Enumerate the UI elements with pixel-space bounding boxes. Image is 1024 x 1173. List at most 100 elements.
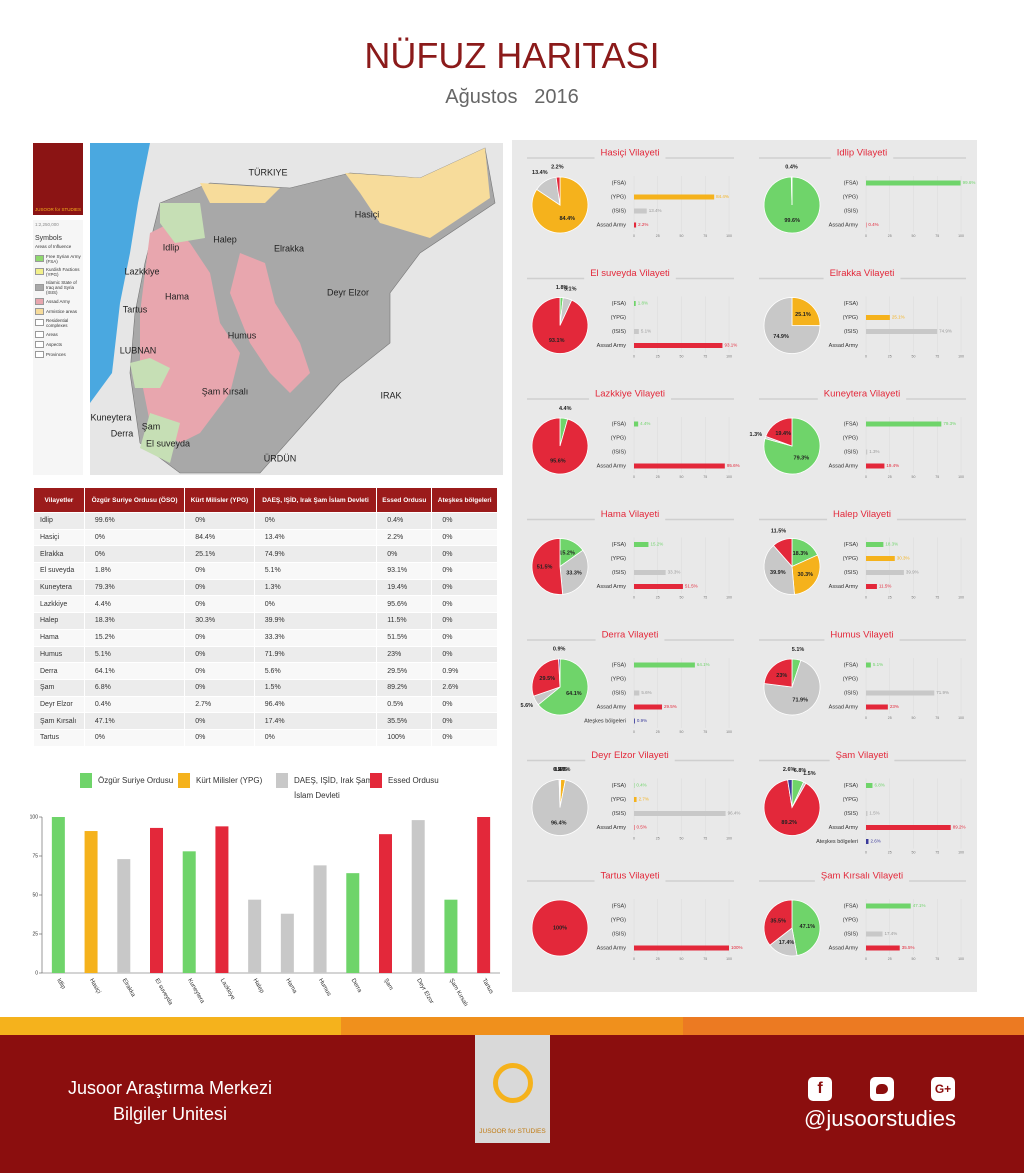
bar-label: 30.3% — [897, 556, 910, 561]
pie-label: 33.3% — [566, 570, 582, 576]
hbar — [634, 811, 726, 816]
pie-slice — [791, 899, 821, 957]
bar-category: (FSA) — [612, 903, 627, 909]
x-tick-label: 25 — [656, 354, 660, 358]
table-cell: 5.1% — [83, 645, 186, 664]
hbar — [634, 570, 666, 575]
pie-label: 2.2% — [551, 165, 564, 171]
facebook-icon[interactable]: f — [808, 1077, 832, 1101]
legend-text: Armistice areas — [46, 308, 78, 314]
x-tick-label: 25 — [888, 716, 892, 720]
pie-title: El suveyda Vilayeti — [590, 268, 670, 279]
footer-logo: JUSOOR for STUDIES — [475, 1035, 550, 1143]
bar-category: (YPG) — [611, 315, 626, 321]
table-cell: 99.6% — [83, 512, 186, 530]
pie-label: 39.9% — [770, 570, 786, 576]
hbar — [634, 208, 647, 214]
pie-label: 23% — [776, 673, 787, 679]
x-tick-label: 50 — [912, 475, 916, 479]
table-cell: 11.5% — [376, 612, 433, 630]
bar — [84, 831, 98, 973]
bar-chart: 0 25 50 75 100 Idlip Hasiçi Elrakka El suveyda Ku… — [30, 814, 500, 1008]
column-header: Özgür Suriye Ordusu (ÖSO) — [83, 487, 186, 513]
stripe — [0, 1017, 341, 1035]
pie-label: 1.5% — [803, 771, 816, 777]
table-cell: 0% — [184, 645, 255, 664]
table-cell: 0% — [431, 628, 498, 647]
pie-label: 79.3% — [794, 456, 810, 462]
table-cell: Idlip — [33, 512, 85, 530]
table-cell: Kuneytera — [33, 578, 85, 597]
footer-line: Bilgiler Unitesi — [112, 1104, 228, 1124]
table-cell: 0.4% — [376, 512, 433, 530]
bird — [876, 1084, 888, 1094]
table-cell: Şam Kırsalı — [33, 712, 85, 730]
x-tick-label: 100 — [726, 234, 732, 238]
map-label: Şam — [142, 421, 161, 431]
swatch — [35, 350, 44, 358]
swatch — [35, 340, 44, 348]
pie-label: 64.1% — [566, 691, 582, 697]
table-cell: 0% — [431, 512, 498, 530]
x-tick-label: 100 — [958, 850, 964, 854]
x-tick-label: 75 — [703, 836, 707, 840]
bar-category: Assad Army — [597, 825, 627, 831]
bar-label: 29.5% — [664, 704, 677, 709]
pie-label: 25.1% — [795, 312, 811, 318]
subtitle: Ağustos 2016 — [445, 86, 579, 108]
bar-category: (ISIS) — [612, 449, 626, 455]
scale: 1:2,250,000 — [35, 222, 59, 227]
pie-slice — [763, 899, 793, 946]
legend-text: Free Syrian Army (FSA) — [46, 253, 81, 264]
pie-title: Humus Vilayeti — [830, 630, 893, 641]
map-label: LUBNAN — [120, 345, 157, 355]
pie-label: 51.5% — [537, 565, 553, 571]
table-cell: 0% — [184, 578, 255, 597]
table-row: Halep 18.3% 30.3% 39.9% 11.5% 0% — [33, 612, 498, 630]
bar-label: 74.9% — [939, 329, 952, 334]
twitter-icon[interactable] — [870, 1077, 894, 1101]
map-label: ÜRDÜN — [264, 453, 297, 463]
x-tick-label: 75 — [935, 850, 939, 854]
table-row: Şam 6.8% 0% 1.5% 89.2% 2.6% — [33, 678, 498, 697]
bar-label: 1.3% — [869, 449, 879, 454]
bar-category: (FSA) — [844, 542, 859, 548]
x-tick-label: 0 — [633, 595, 635, 599]
table-cell: 47.1% — [83, 712, 186, 730]
swatch — [35, 330, 44, 338]
bar-category: (YPG) — [611, 194, 626, 200]
x-tick-label: 50 — [680, 475, 684, 479]
table-cell: 23% — [376, 645, 433, 664]
y-tick-label: 50 — [32, 892, 38, 898]
gplus-icon[interactable]: G+ — [931, 1077, 955, 1101]
legend-item: Assad Army — [33, 296, 83, 306]
x-tick-label: 75 — [935, 475, 939, 479]
hbar — [866, 945, 900, 951]
map-logo: JUSOOR for STUDIES — [33, 143, 83, 215]
table-cell: 0.5% — [376, 695, 433, 714]
hbar — [634, 343, 723, 348]
table-cell: 74.9% — [253, 545, 378, 564]
x-tick-label: 25 — [656, 836, 660, 840]
pie-slice — [555, 176, 561, 206]
bar-category: (YPG) — [843, 797, 858, 803]
table-cell: 0% — [184, 662, 255, 680]
legend-text: Özgür Suriye Ordusu — [98, 776, 174, 785]
stripe — [341, 1017, 683, 1035]
legend-text: Areas — [46, 331, 58, 337]
bar — [117, 859, 131, 973]
legend-item: Kurdish Factions (YPG) — [33, 265, 83, 278]
x-tick-label: 100 — [958, 234, 964, 238]
bar-category: Assad Army — [829, 825, 859, 831]
bar-label: 5.1% — [641, 329, 651, 334]
table-cell: 4.4% — [83, 595, 186, 614]
legend-item: Areas — [33, 329, 83, 339]
pie-title: Deyr Elzor Vilayeti — [591, 750, 668, 761]
pie-slice — [531, 658, 561, 697]
pie-slice — [531, 899, 589, 957]
x-tick-label: 75 — [935, 595, 939, 599]
map-legend: 1:2,250,000 Symbols Areas of Influence Free… — [33, 220, 83, 475]
x-tick-label: 100 — [726, 475, 732, 479]
hbar — [634, 222, 637, 228]
table-row: Kuneytera 79.3% 0% 1.3% 19.4% 0% — [33, 578, 498, 597]
